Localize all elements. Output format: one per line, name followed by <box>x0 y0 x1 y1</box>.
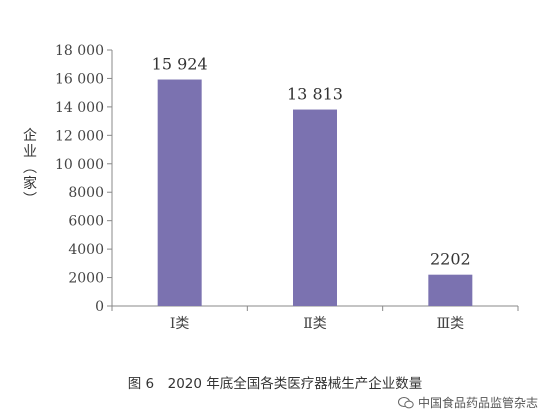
y-tick-label: 12 000 <box>55 128 104 144</box>
x-tick-label: Ⅱ类 <box>303 316 327 332</box>
y-tick-label: 6000 <box>68 214 104 230</box>
data-label: 15 924 <box>152 55 208 74</box>
wechat-icon <box>397 396 414 408</box>
data-label: 2202 <box>430 250 471 269</box>
y-tick-label: 2000 <box>68 271 104 287</box>
bar-chart: 0 2000 4000 6000 8000 10 000 12 000 14 000 16 00… <box>23 43 519 332</box>
y-tick-label: 10 000 <box>55 157 104 173</box>
bar <box>157 79 202 306</box>
watermark-text: 中国食品药品监管杂志 <box>417 396 538 410</box>
figure-caption: 图 6 2020 年底全国各类医疗器械生产企业数量 <box>127 376 423 392</box>
data-labels: 15 924 13 813 2202 <box>152 55 471 269</box>
data-label: 13 813 <box>287 85 343 104</box>
y-tick-label: 18 000 <box>55 43 104 59</box>
y-tick-label: 16 000 <box>55 71 104 87</box>
x-tick-label: Ⅲ类 <box>437 316 465 332</box>
y-tick-label: 4000 <box>68 242 104 258</box>
bar <box>428 274 473 306</box>
y-tick-label: 14 000 <box>55 100 104 116</box>
y-axis-label: 企业︵家︶ <box>23 127 37 208</box>
watermark: 中国食品药品监管杂志 <box>397 394 538 411</box>
y-tick-label: 0 <box>95 299 104 315</box>
x-tick-label: Ⅰ类 <box>170 316 190 332</box>
y-axis: 0 2000 4000 6000 8000 10 000 12 000 14 000 16 00… <box>55 43 113 315</box>
x-axis: Ⅰ类 Ⅱ类 Ⅲ类 <box>111 305 519 332</box>
bar <box>293 109 337 306</box>
bars <box>157 79 473 306</box>
y-tick-label: 8000 <box>68 185 104 201</box>
